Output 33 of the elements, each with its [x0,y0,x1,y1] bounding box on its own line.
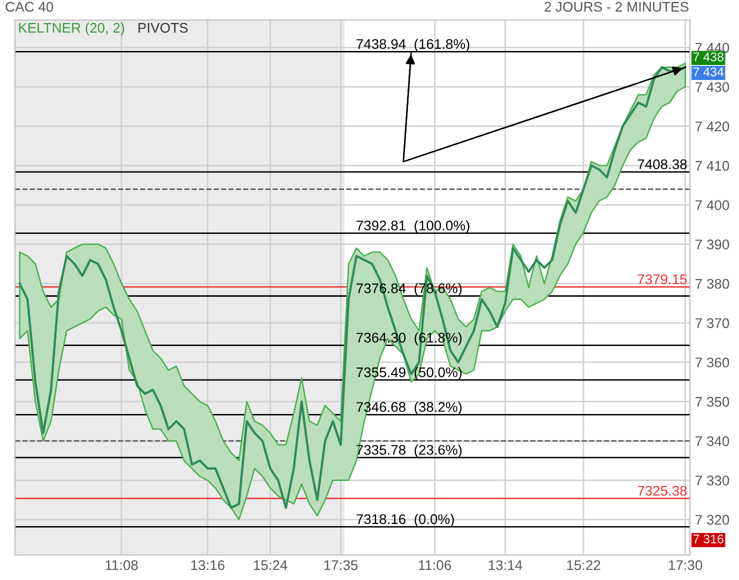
y-tick-label: 7 430 [696,82,730,92]
y-tick-label: 7 420 [696,122,730,132]
x-tick-label: 15:22 [567,560,600,570]
y-tick-label: 7 340 [696,436,730,446]
y-tick-label: 7 350 [696,396,730,407]
y-tick-label: 7 360 [696,358,730,368]
y-tick-label: 7 400 [696,200,730,210]
annotation: PIVOTS [138,22,188,33]
annotation: KELTNER (20, 2) [19,22,124,36]
ref-line-label: 7408.38 [638,159,687,170]
x-tick-label: 11:08 [106,560,138,570]
x-tick-label: 17:35 [324,560,358,570]
x-tick-label: 13:16 [191,560,224,570]
y-tick-label: 7 370 [696,318,730,328]
ref-line-label: 7379.15 [638,274,687,284]
y-tick-label: 7 390 [696,240,730,250]
x-tick-label: 13:14 [488,560,522,570]
text: 7 434 [693,67,724,76]
ref-line-label: 7318.16 (0.0%) [356,514,454,527]
ref-line-label: 7325.38 [638,486,687,496]
chart-title: CAC 40 [6,2,54,12]
text: 7 316 [693,534,724,544]
y-tick-label: 7 320 [696,514,730,525]
text: 7 438 [693,52,724,62]
y-tick-label: 7 410 [696,160,730,171]
x-tick-label: 11:06 [418,560,451,570]
chart-subtitle: 2 JOURS - 2 MINUTES [544,2,688,12]
ref-line-label: 7438.94 (161.8%) [356,38,470,52]
x-tick-label: 17:30 [668,560,702,570]
ref-line-label: 7392.81 (100.0%) [356,220,470,234]
y-tick-label: 7 380 [696,278,730,289]
x-tick-label: 15:24 [254,560,288,570]
y-tick-label: 7 330 [696,476,730,486]
